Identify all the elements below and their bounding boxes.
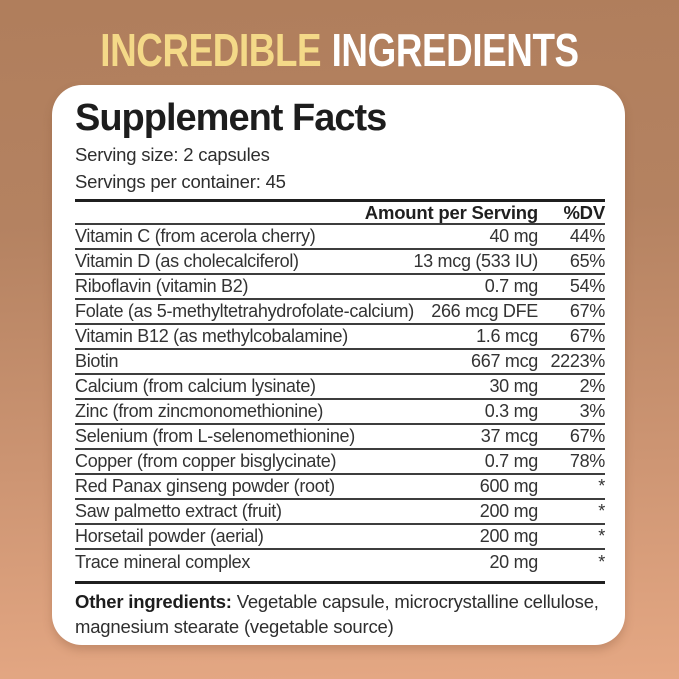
ingredient-daily-value: * xyxy=(598,476,605,496)
ingredient-name: Folate (as 5-methyltetrahydrofolate-calc… xyxy=(75,301,414,321)
table-row: Folate (as 5-methyltetrahydrofolate-calc… xyxy=(75,300,605,325)
ingredient-daily-value: 2223% xyxy=(550,351,605,371)
ingredient-amount: 37 mcg xyxy=(480,426,539,446)
ingredient-amount: 0.7 mg xyxy=(484,451,539,471)
table-row: Vitamin B12 (as methylcobalamine) 1.6 mcg… xyxy=(75,325,605,350)
table-row: Saw palmetto extract (fruit) 200 mg * xyxy=(75,500,605,525)
ingredient-name: Saw palmetto extract (fruit) xyxy=(75,501,282,521)
ingredient-daily-value: 67% xyxy=(569,426,605,446)
ingredient-name: Vitamin D (as cholecalciferol) xyxy=(75,251,299,271)
other-ingredients: Other ingredients: Vegetable capsule, mi… xyxy=(75,589,605,639)
ingredient-amount: 1.6 mcg xyxy=(476,326,538,346)
ingredient-name: Biotin xyxy=(75,351,119,371)
supplement-facts-panel: Supplement Facts Serving size: 2 capsule… xyxy=(52,85,625,645)
ingredient-amount: 200 mg xyxy=(479,526,539,546)
amount-column-header: Amount per Serving xyxy=(364,201,538,223)
banner-headline: INCREDIBLE INGREDIENTS xyxy=(68,22,611,78)
ingredient-name: Selenium (from L-selenomethionine) xyxy=(75,426,355,446)
ingredient-name: Riboflavin (vitamin B2) xyxy=(75,276,249,296)
ingredient-daily-value: 78% xyxy=(569,451,605,471)
ingredient-amount: 600 mg xyxy=(479,476,539,496)
table-row: Horsetail powder (aerial) 200 mg * xyxy=(75,525,605,550)
ingredient-name: Zinc (from zincmonomethionine) xyxy=(75,401,324,421)
supplement-facts-title: Supplement Facts xyxy=(75,97,387,139)
ingredient-amount: 13 mcg (533 IU) xyxy=(413,251,538,271)
ingredient-amount: 667 mcg xyxy=(471,351,538,371)
table-column-headers: Amount per Serving %DV xyxy=(75,202,605,225)
ingredient-name: Calcium (from calcium lysinate) xyxy=(75,376,316,396)
table-row: Riboflavin (vitamin B2) 0.7 mg 54% xyxy=(75,275,605,300)
ingredient-amount: 40 mg xyxy=(489,226,538,246)
ingredient-amount: 30 mg xyxy=(489,376,538,396)
ingredient-amount: 266 mcg DFE xyxy=(431,301,538,321)
ingredient-daily-value: 65% xyxy=(569,251,605,271)
ingredient-amount: 200 mg xyxy=(479,501,539,521)
ingredient-daily-value: 2% xyxy=(579,376,606,396)
ingredient-daily-value: * xyxy=(598,552,605,572)
ingredient-daily-value: 67% xyxy=(569,326,605,346)
other-ingredients-text: Vegetable capsule, microcrystalline cell… xyxy=(75,591,599,637)
ingredient-name: Copper (from copper bisglycinate) xyxy=(75,451,337,471)
facts-table-rows: Vitamin C (from acerola cherry) 40 mg 44% V… xyxy=(75,225,605,575)
ingredient-amount: 20 mg xyxy=(489,552,538,572)
ingredient-daily-value: 67% xyxy=(569,301,605,321)
top-divider xyxy=(75,199,605,202)
ingredient-name: Vitamin C (from acerola cherry) xyxy=(75,226,316,246)
table-row: Zinc (from zincmonomethionine) 0.3 mg 3% xyxy=(75,400,605,425)
other-ingredients-label: Other ingredients: xyxy=(75,591,232,612)
servings-per-container: Servings per container: 45 xyxy=(75,171,286,192)
ingredient-amount: 0.3 mg xyxy=(484,401,539,421)
table-row: Copper (from copper bisglycinate) 0.7 mg 7… xyxy=(75,450,605,475)
table-row: Calcium (from calcium lysinate) 30 mg 2% xyxy=(75,375,605,400)
table-row: Vitamin C (from acerola cherry) 40 mg 44% xyxy=(75,225,605,250)
dv-column-header: %DV xyxy=(563,201,605,223)
ingredient-amount: 0.7 mg xyxy=(484,276,539,296)
ingredient-daily-value: * xyxy=(598,526,605,546)
serving-size: Serving size: 2 capsules xyxy=(75,144,270,165)
table-row: Selenium (from L-selenomethionine) 37 mcg… xyxy=(75,425,605,450)
ingredient-name: Vitamin B12 (as methylcobalamine) xyxy=(75,326,348,346)
ingredient-daily-value: 3% xyxy=(579,401,606,421)
ingredient-name: Red Panax ginseng powder (root) xyxy=(75,476,335,496)
ingredient-name: Horsetail powder (aerial) xyxy=(75,526,264,546)
table-row: Biotin 667 mcg 2223% xyxy=(75,350,605,375)
ingredient-daily-value: 54% xyxy=(569,276,605,296)
ingredient-daily-value: * xyxy=(598,501,605,521)
bottom-divider xyxy=(75,581,605,584)
ingredient-name: Trace mineral complex xyxy=(75,552,251,572)
banner-headline-rest: INGREDIENTS xyxy=(331,24,579,76)
ingredient-daily-value: 44% xyxy=(569,226,605,246)
banner-headline-highlight: INCREDIBLE xyxy=(100,24,322,76)
table-row: Red Panax ginseng powder (root) 600 mg * xyxy=(75,475,605,500)
table-row: Trace mineral complex 20 mg * xyxy=(75,550,605,575)
table-row: Vitamin D (as cholecalciferol) 13 mcg (53… xyxy=(75,250,605,275)
